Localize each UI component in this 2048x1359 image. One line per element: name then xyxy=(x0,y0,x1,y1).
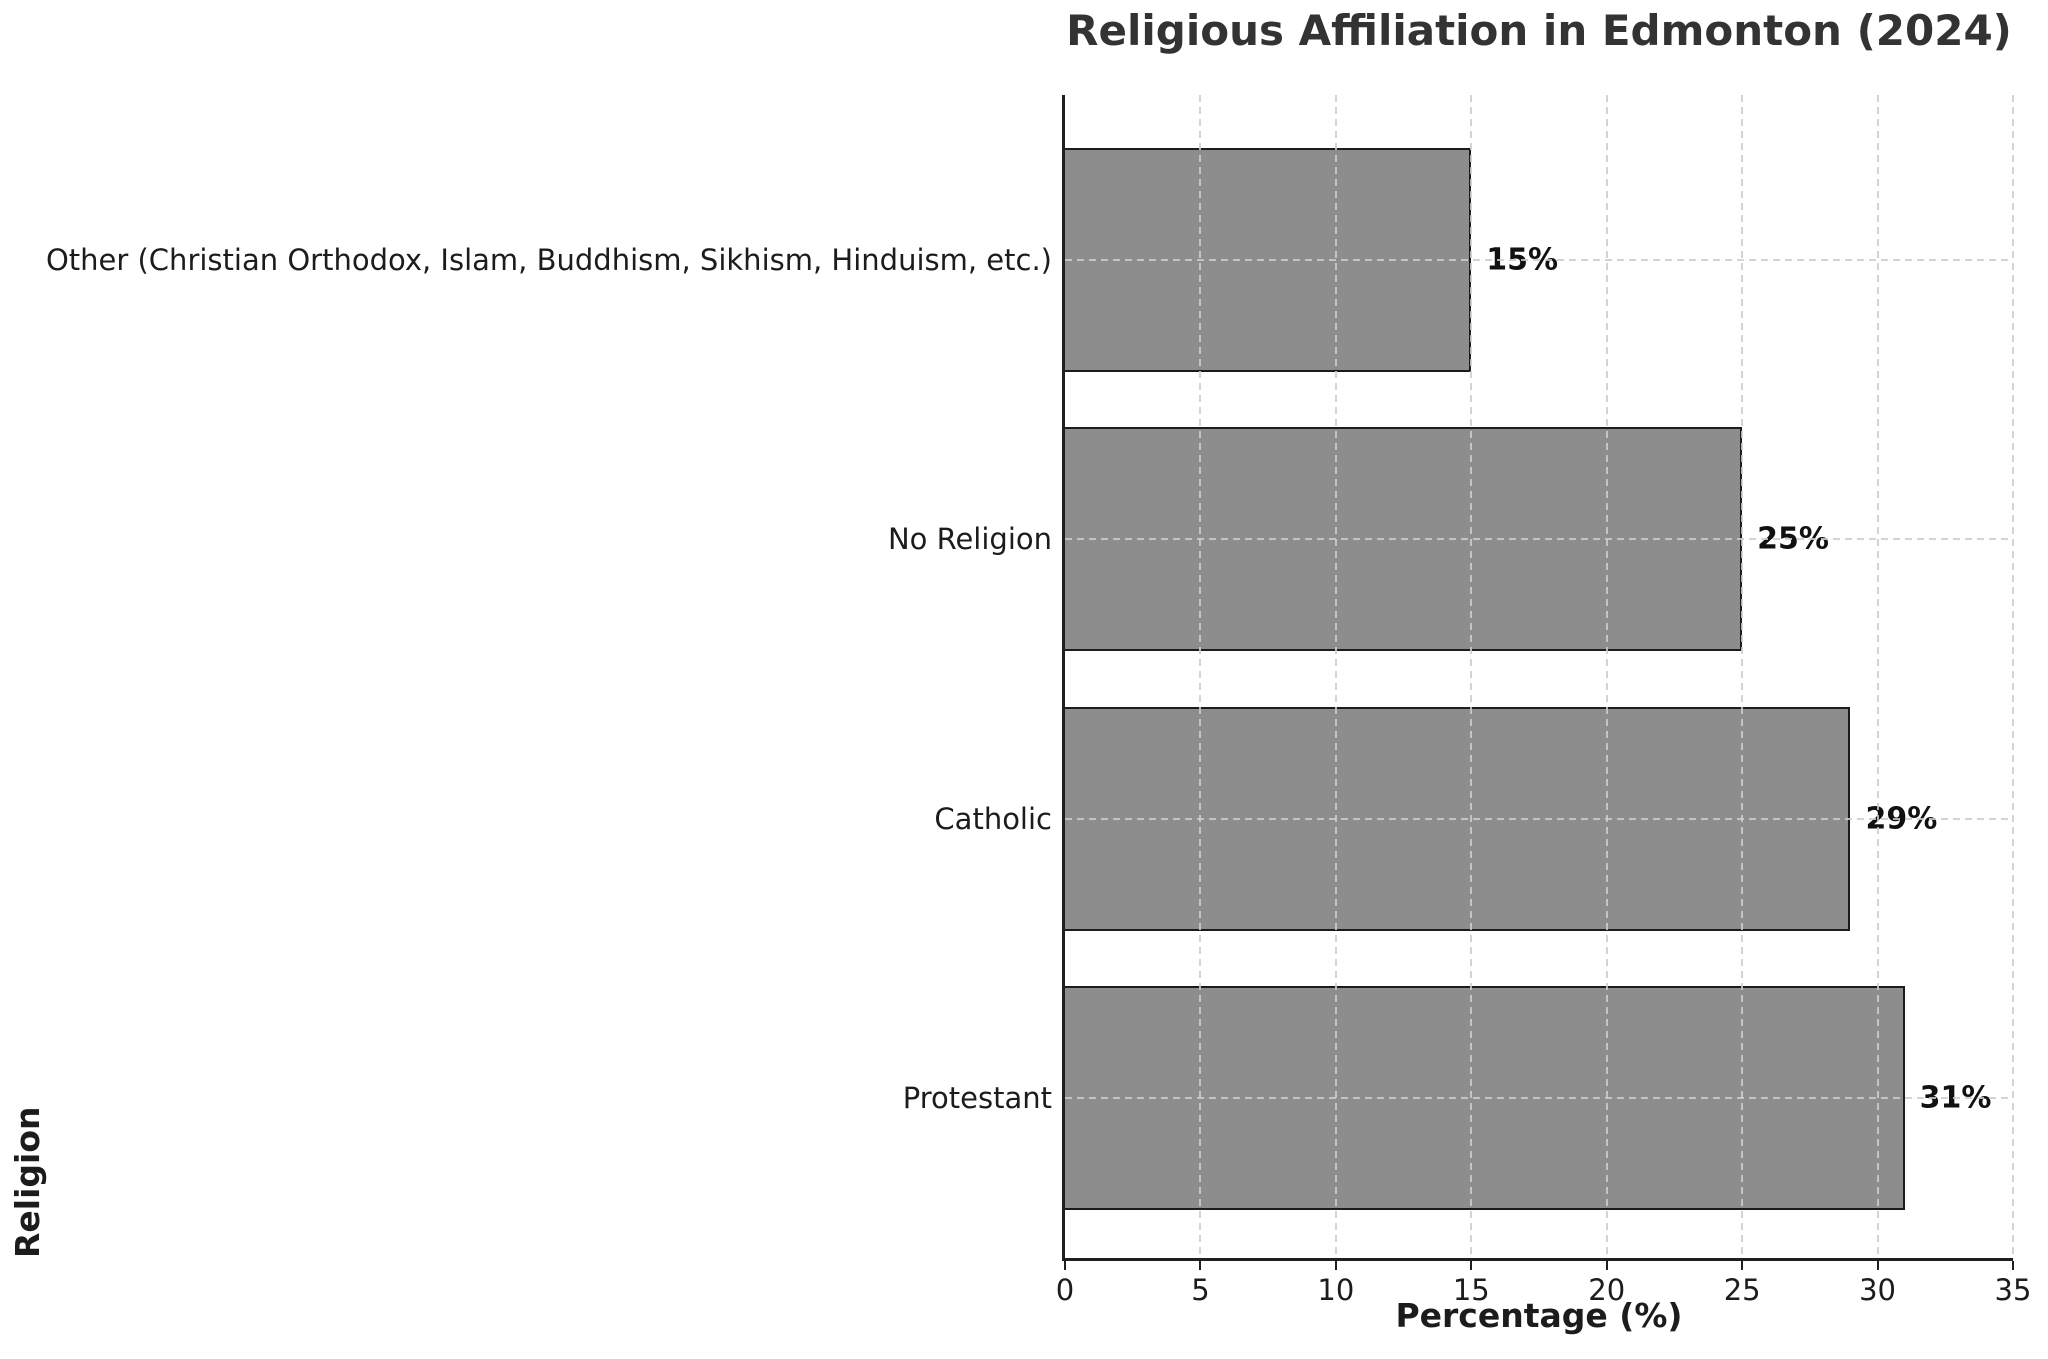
x-tick-mark xyxy=(1199,1261,1202,1270)
x-tick-label: 0 xyxy=(1055,1273,1075,1307)
gridline-vertical xyxy=(1741,95,1744,1258)
gridline-horizontal xyxy=(1065,1096,2013,1099)
category-label: Other (Christian Orthodox, Islam, Buddhi… xyxy=(45,243,1052,277)
gridline-vertical xyxy=(1470,95,1473,1258)
x-tick-mark xyxy=(1605,1261,1608,1270)
x-tick-label: 25 xyxy=(1723,1273,1761,1307)
x-tick-mark xyxy=(1741,1261,1744,1270)
x-tick-mark xyxy=(2012,1261,2014,1270)
plot-area: Other (Christian Orthodox, Islam, Buddhi… xyxy=(46,95,2031,1307)
category-label: Catholic xyxy=(934,801,1052,836)
gridline-horizontal xyxy=(1065,538,2013,541)
x-tick-mark xyxy=(1470,1261,1473,1270)
gridline-vertical xyxy=(1876,95,1879,1258)
y-axis-line xyxy=(1062,95,1065,1261)
gridline-vertical xyxy=(2012,95,2014,1258)
chart-title: Religious Affiliation in Edmonton (2024) xyxy=(1066,6,2012,55)
x-axis-line xyxy=(1062,1258,2013,1261)
x-tick-label: 15 xyxy=(1452,1273,1490,1307)
gridline-horizontal xyxy=(1065,259,2013,261)
x-tick-mark xyxy=(1876,1261,1879,1270)
gridline-vertical xyxy=(1334,95,1337,1258)
gridline-vertical xyxy=(1605,95,1608,1258)
gridline-horizontal xyxy=(1065,817,2013,820)
x-tick-label: 5 xyxy=(1191,1273,1210,1307)
x-tick-label: 30 xyxy=(1859,1273,1897,1307)
x-tick-label: 10 xyxy=(1317,1273,1355,1307)
x-axis-label: Percentage (%) xyxy=(1395,1296,1683,1335)
x-tick-label: 20 xyxy=(1588,1273,1626,1307)
x-tick-mark xyxy=(1064,1261,1066,1270)
gridline-vertical xyxy=(1199,95,1202,1258)
x-tick-mark xyxy=(1334,1261,1337,1270)
category-label: No Religion xyxy=(887,522,1052,557)
category-label: Protestant xyxy=(902,1080,1052,1115)
x-tick-label: 35 xyxy=(1994,1273,2032,1307)
